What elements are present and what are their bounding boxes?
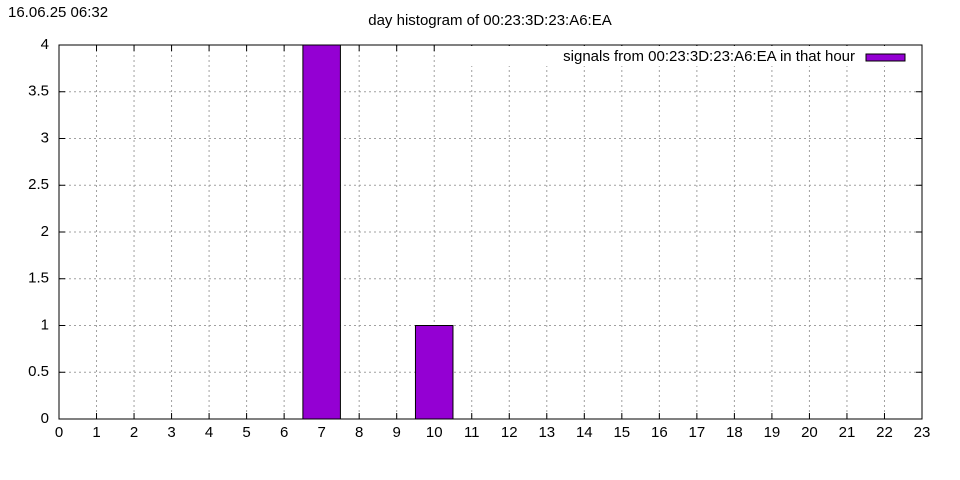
bar (302, 44, 341, 420)
x-tick-label: 19 (764, 424, 781, 441)
y-tick-label: 1.5 (28, 270, 49, 287)
x-tick-label: 3 (167, 424, 175, 441)
x-tick-label: 13 (538, 424, 555, 441)
x-tick-label: 11 (464, 424, 480, 441)
bar (414, 325, 454, 420)
x-tick-label: 23 (914, 424, 931, 441)
y-tick-label: 2.5 (28, 176, 49, 193)
y-tick-label: 4 (41, 36, 49, 53)
x-tick-label: 6 (280, 424, 288, 441)
y-tick-label: 1 (41, 316, 49, 333)
x-tick-label: 20 (801, 424, 818, 441)
x-tick-label: 12 (501, 424, 518, 441)
x-tick-label: 15 (613, 424, 630, 441)
legend-background (470, 46, 921, 66)
x-tick-label: 17 (689, 424, 706, 441)
x-tick-label: 14 (576, 424, 593, 441)
x-tick-label: 5 (242, 424, 250, 441)
x-tick-label: 9 (393, 424, 401, 441)
plot-border (58, 44, 923, 420)
legend-label: signals from 00:23:3D:23:A6:EA in that h… (563, 48, 855, 65)
x-tick-label: 22 (876, 424, 893, 441)
x-tick-label: 10 (426, 424, 443, 441)
timestamp: 16.06.25 06:32 (8, 4, 108, 21)
x-tick-label: 21 (839, 424, 856, 441)
x-tick-label: 1 (92, 424, 100, 441)
x-tick-label: 7 (317, 424, 325, 441)
y-tick-label: 0 (41, 410, 49, 427)
y-tick-label: 3 (41, 129, 49, 146)
y-tick-label: 2 (41, 223, 49, 240)
x-tick-label: 0 (55, 424, 63, 441)
x-tick-label: 18 (726, 424, 743, 441)
x-tick-label: 16 (651, 424, 668, 441)
chart-title: day histogram of 00:23:3D:23:A6:EA (368, 12, 611, 29)
x-tick-label: 4 (205, 424, 213, 441)
legend-swatch (865, 53, 906, 62)
x-tick-label: 8 (355, 424, 363, 441)
y-tick-label: 3.5 (28, 83, 49, 100)
y-tick-label: 0.5 (28, 363, 49, 380)
x-tick-label: 2 (130, 424, 138, 441)
